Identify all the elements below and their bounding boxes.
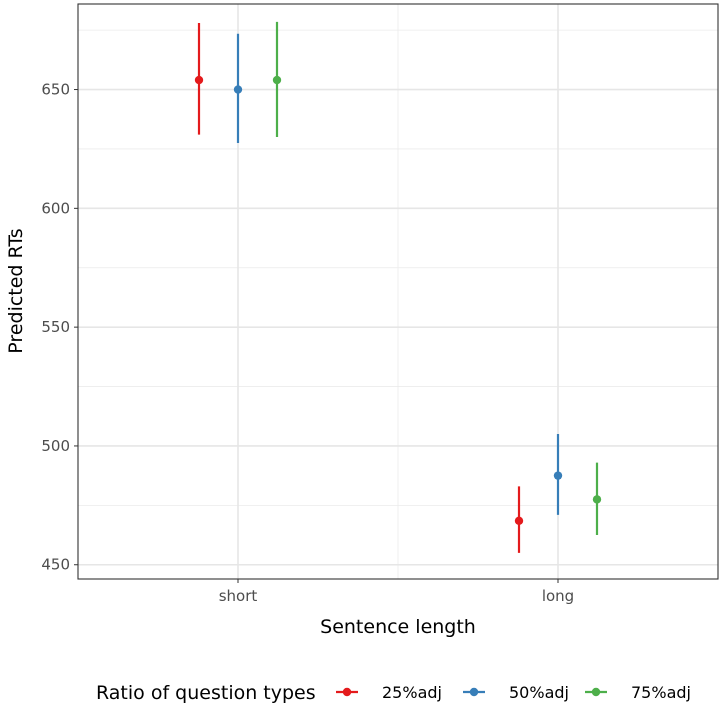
y-tick-label: 450 <box>41 556 70 574</box>
y-tick-label: 600 <box>41 199 70 217</box>
y-axis-title: Predicted RTs <box>5 228 27 353</box>
legend-label: 50%adj <box>509 683 569 702</box>
plot-panel-border <box>77 3 719 580</box>
axes: 450 500 550 600 650 short long <box>41 81 574 605</box>
data-point <box>272 75 282 85</box>
data-marks <box>194 21 602 553</box>
data-point <box>553 471 563 480</box>
x-tick-label: long <box>542 587 574 605</box>
legend-label: 25%adj <box>382 683 442 702</box>
data-point <box>514 516 524 525</box>
x-tick-label: short <box>219 587 258 605</box>
data-point <box>592 495 602 504</box>
y-tick-label: 650 <box>41 81 70 99</box>
legend-key-point <box>342 687 352 697</box>
legend-key-point <box>591 687 601 697</box>
y-tick-label: 500 <box>41 437 70 455</box>
data-point <box>233 85 243 94</box>
legend-title: Ratio of question types <box>96 682 316 704</box>
y-tick-label: 550 <box>41 318 70 336</box>
legend-key-point <box>469 687 479 697</box>
grid-lines <box>78 4 718 579</box>
legend: Ratio of question types 25%adj 50%adj 75%a… <box>96 682 691 704</box>
legend-label: 75%adj <box>631 683 691 702</box>
x-axis-title: Sentence length <box>320 616 476 638</box>
data-point <box>194 75 204 85</box>
